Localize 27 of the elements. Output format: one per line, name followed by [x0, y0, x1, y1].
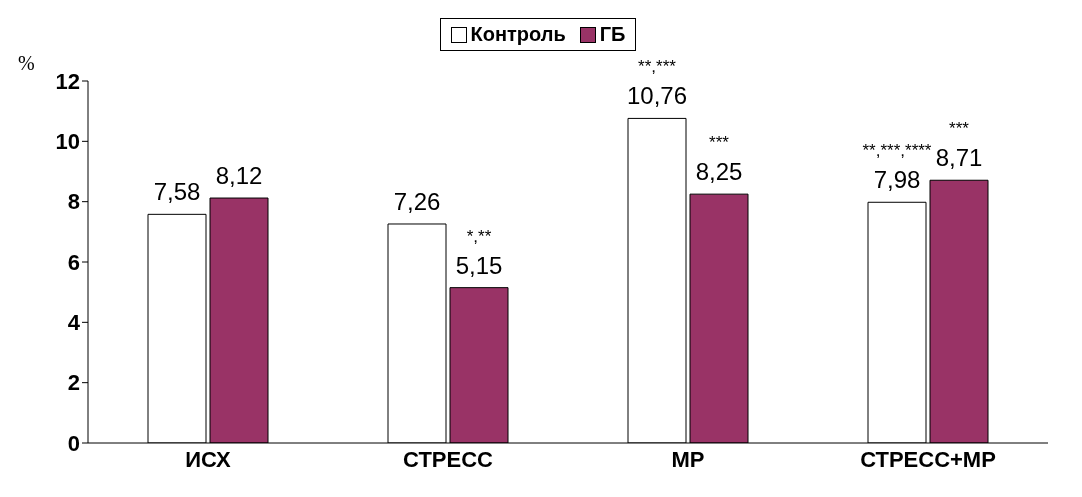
x-tick-label: СТРЕСС	[403, 446, 494, 472]
x-tick-label: МР	[671, 446, 705, 472]
data-label: 7,58	[153, 178, 201, 206]
annotation: **,***,****	[862, 141, 932, 161]
data-label: 8,12	[215, 162, 263, 190]
y-axis-title: %	[18, 52, 35, 75]
annotation: ***	[709, 133, 730, 153]
data-label: 8,71	[935, 144, 983, 172]
annotation: **,***	[638, 57, 677, 77]
y-tick-label: 0	[67, 430, 80, 456]
data-label: 5,15	[455, 251, 503, 279]
y-tick-label: 8	[67, 189, 80, 215]
y-tick-label: 12	[55, 68, 80, 94]
annotation: *,**	[466, 226, 492, 246]
data-label: 7,26	[393, 187, 441, 215]
legend-label: Контроль	[469, 23, 566, 46]
y-tick-label: 6	[67, 249, 80, 275]
y-tick-label: 2	[67, 370, 80, 396]
data-label: 7,98	[873, 166, 921, 194]
legend-label: ГБ	[598, 23, 626, 46]
data-label: 8,25	[695, 158, 743, 186]
data-label: 10,76	[626, 82, 688, 110]
x-tick-label: СТРЕСС+МР	[860, 446, 996, 472]
y-tick-label: 4	[67, 310, 81, 336]
y-tick-label: 10	[55, 129, 80, 155]
annotation: ***	[949, 119, 970, 139]
x-tick-label: ИСХ	[185, 446, 232, 472]
